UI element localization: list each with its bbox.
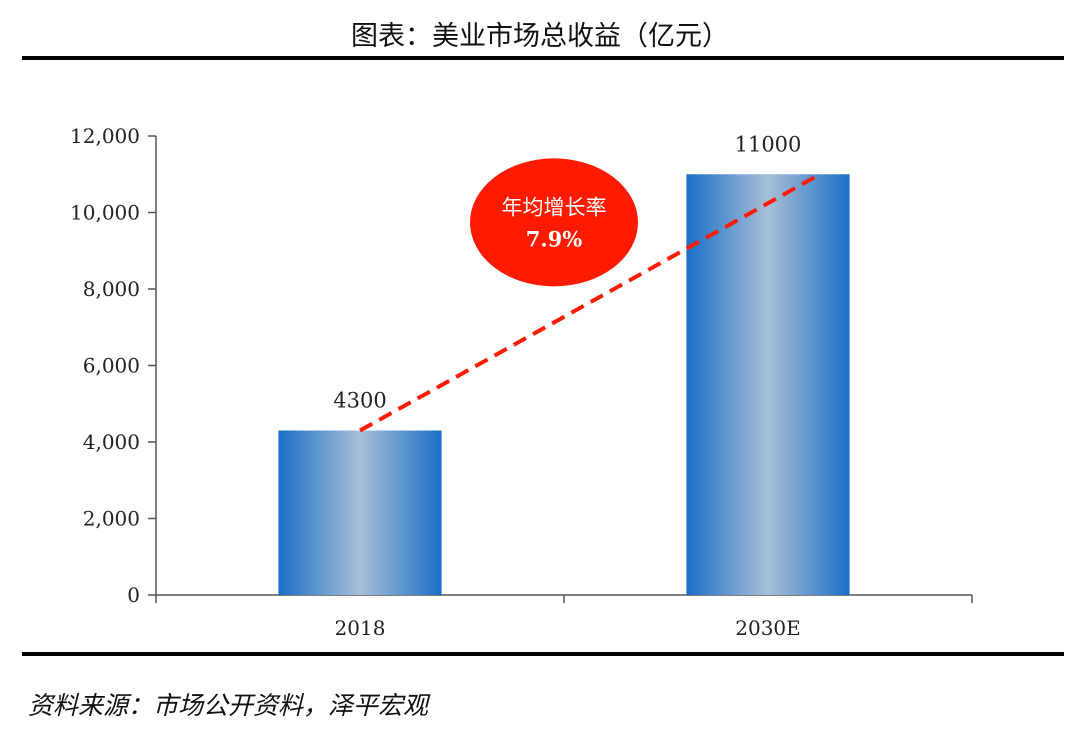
y-tick-label: 0 <box>127 583 140 607</box>
top-rule <box>22 56 1064 60</box>
growth-rate-label: 年均增长率 <box>502 195 607 219</box>
bottom-rule <box>22 652 1064 656</box>
y-tick-label: 2,000 <box>83 507 140 531</box>
y-tick-label: 6,000 <box>83 354 140 378</box>
x-tick-label: 2030E <box>735 616 801 640</box>
x-tick-label: 2018 <box>335 616 386 640</box>
chart-title: 图表：美业市场总收益（亿元） <box>351 21 729 52</box>
bar-2018 <box>278 430 442 595</box>
y-tick-label: 8,000 <box>83 277 140 301</box>
y-tick-label: 10,000 <box>70 201 140 225</box>
growth-rate-value: 7.9% <box>526 226 583 251</box>
data-label: 4300 <box>333 389 386 413</box>
y-tick-label: 4,000 <box>83 430 140 454</box>
y-tick-label: 12,000 <box>70 124 140 148</box>
bar-2030E <box>686 174 850 595</box>
data-label: 11000 <box>735 132 802 156</box>
source-note: 资料来源：市场公开资料，泽平宏观 <box>28 691 429 720</box>
growth-rate-bubble <box>470 158 638 287</box>
